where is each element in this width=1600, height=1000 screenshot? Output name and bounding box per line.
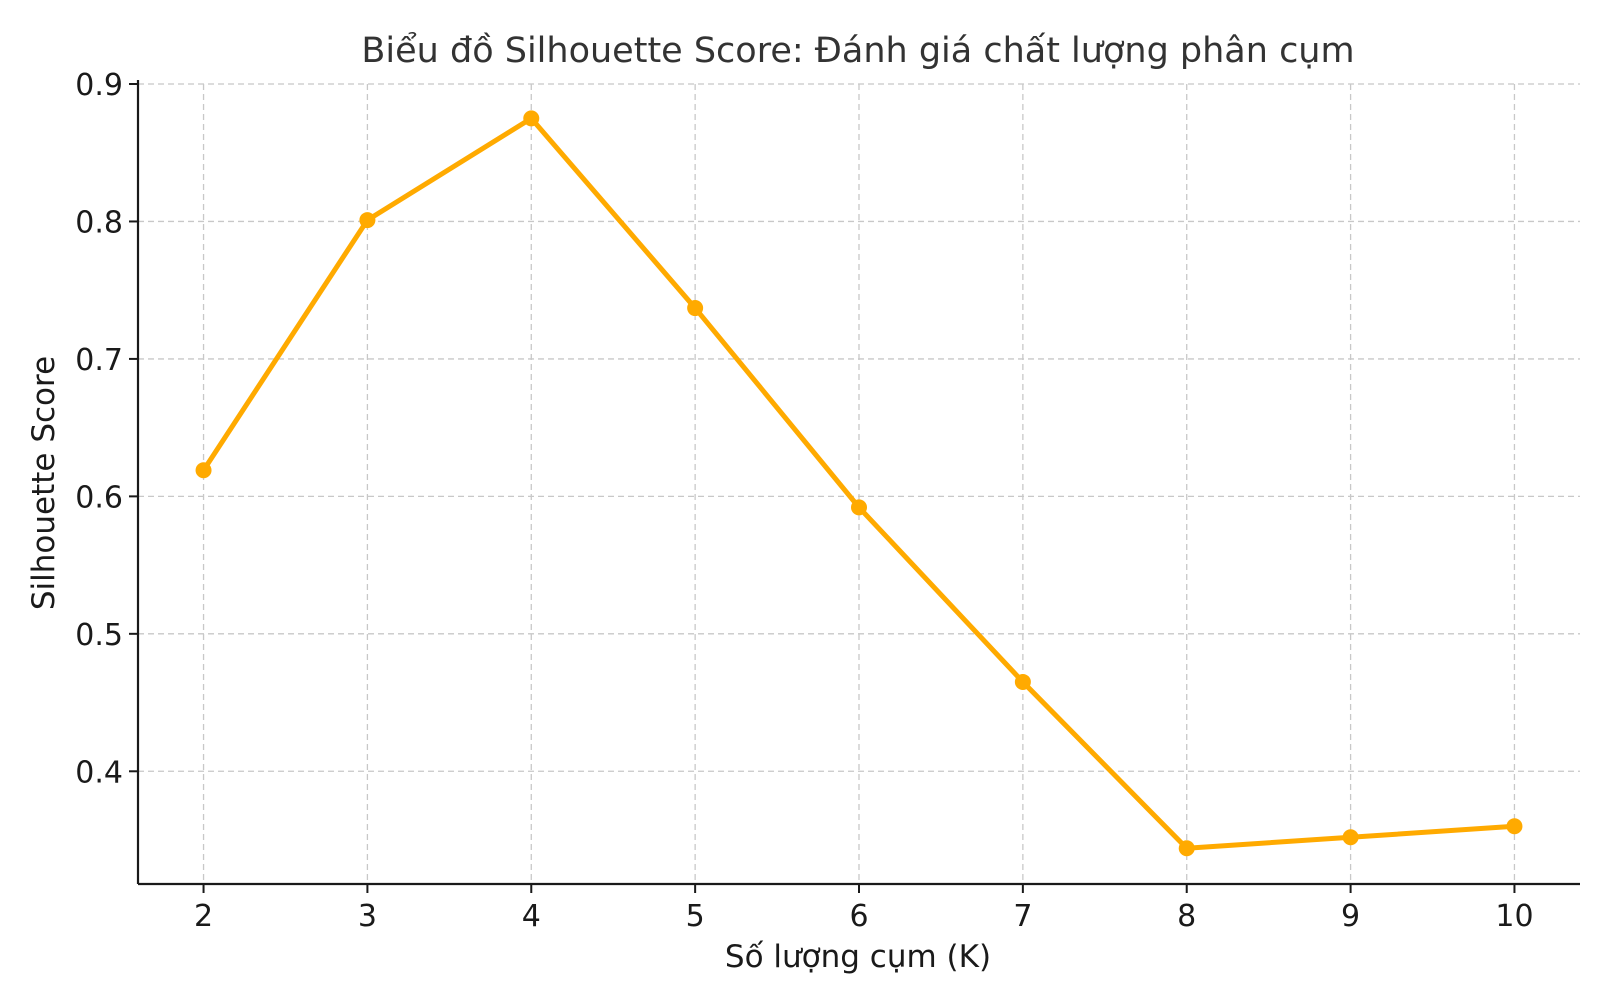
y-tick-label: 0.8	[75, 205, 123, 240]
y-tick-label: 0.5	[75, 618, 123, 653]
ticks: 2 3 4 5 6 7 8 9 10 0.4 0.5 0.6 0.7 0.8 0.9	[75, 68, 1533, 934]
y-tick-label: 0.6	[75, 480, 123, 515]
x-tick-label: 3	[358, 899, 377, 934]
data-point	[523, 110, 540, 127]
x-tick-label: 8	[1177, 899, 1196, 934]
x-tick-label: 7	[1013, 899, 1032, 934]
data-point	[687, 300, 704, 317]
x-tick-label: 5	[686, 899, 705, 934]
data-point	[359, 212, 376, 229]
data-point	[1178, 840, 1195, 857]
y-axis-label: Silhouette Score	[26, 356, 62, 610]
x-tick-label: 10	[1495, 899, 1533, 934]
grid	[138, 83, 1580, 884]
x-tick-label: 6	[849, 899, 868, 934]
data-point	[195, 462, 212, 479]
chart-title: Biểu đồ Silhouette Score: Đánh giá chất …	[361, 30, 1354, 71]
data-point	[1342, 829, 1359, 846]
series-layer	[195, 110, 1523, 857]
y-tick-label: 0.9	[75, 68, 123, 103]
y-tick-label: 0.7	[75, 343, 123, 378]
x-tick-label: 2	[194, 899, 213, 934]
x-tick-label: 9	[1341, 899, 1360, 934]
x-axis-label: Số lượng cụm (K)	[725, 939, 991, 975]
data-point	[1506, 818, 1523, 835]
y-tick-label: 0.4	[75, 755, 123, 790]
data-point	[1014, 673, 1031, 690]
axes	[136, 80, 1580, 886]
x-tick-label: 4	[522, 899, 541, 934]
data-point	[851, 499, 867, 516]
